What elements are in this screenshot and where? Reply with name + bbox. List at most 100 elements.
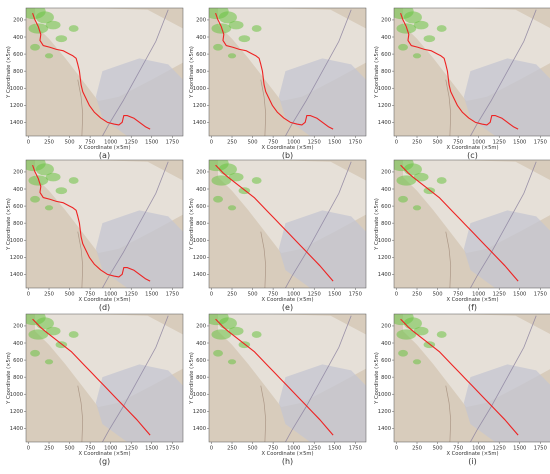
- x-tick-label: 250: [227, 140, 237, 146]
- x-tick-label: 500: [433, 140, 443, 146]
- y-tick-label: 800: [13, 375, 23, 381]
- x-tick-label: 1500: [145, 292, 158, 298]
- x-axis-label: X Coordinate (×5m): [261, 297, 313, 303]
- y-tick-label: 600: [196, 204, 206, 210]
- terrain-background: [26, 8, 183, 136]
- y-tick-label: 1400: [10, 120, 23, 126]
- axes-frame: [208, 7, 367, 137]
- x-tick-label: 500: [248, 140, 258, 146]
- x-tick-label: 1250: [308, 292, 321, 298]
- y-tick-label: 600: [13, 358, 23, 364]
- x-tick-label: 1750: [534, 140, 547, 146]
- x-tick-label: 500: [248, 446, 258, 452]
- y-tick-label: 1000: [193, 392, 206, 398]
- x-axis-label: X Coordinate (×5m): [446, 145, 498, 151]
- x-axis-label: X Coordinate (×5m): [446, 451, 498, 457]
- x-tick-label: 250: [227, 292, 237, 298]
- y-tick-label: 800: [13, 221, 23, 227]
- panel-caption: (d): [98, 303, 111, 312]
- y-tick-label: 1400: [378, 120, 391, 126]
- x-tick-label: 1000: [287, 140, 300, 146]
- map-panel-a: 0 250 500 750 1000 1250 1500 1750 200 400 600 800 10…: [6, 6, 187, 164]
- panel-caption: (c): [467, 151, 478, 160]
- x-tick-label: 0: [210, 140, 213, 146]
- y-tick-label: 1000: [378, 86, 391, 92]
- map-panel-g: 0 250 500 750 1000 1250 1500 1750 200 400 600 800 10…: [6, 312, 187, 470]
- x-tick-label: 0: [27, 446, 30, 452]
- panel-caption: (e): [281, 303, 294, 312]
- x-tick-label: 250: [412, 140, 422, 146]
- x-tick-label: 250: [412, 446, 422, 452]
- y-tick-label: 400: [381, 341, 391, 347]
- x-tick-label: 1500: [328, 446, 341, 452]
- y-tick-label: 1000: [378, 238, 391, 244]
- axes-frame: [208, 313, 367, 443]
- path-line: [215, 164, 334, 282]
- y-tick-label: 800: [381, 69, 391, 75]
- y-tick-label: 200: [196, 170, 206, 176]
- y-tick-label: 200: [381, 324, 391, 330]
- terrain-background: [394, 160, 550, 288]
- x-tick-label: 1750: [349, 140, 362, 146]
- panel-svg: 0 250 500 750 1000 1250 1500 1750 200 400 600 800 10…: [189, 7, 367, 151]
- x-tick-label: 0: [395, 292, 398, 298]
- y-tick-label: 200: [13, 170, 23, 176]
- panel-caption: (h): [281, 457, 294, 466]
- x-tick-label: 500: [248, 292, 258, 298]
- x-tick-label: 1250: [125, 292, 138, 298]
- x-axis-label: X Coordinate (×5m): [446, 297, 498, 303]
- y-axis-label: Y Coordinate (×5m): [6, 352, 12, 405]
- panel-caption: (i): [468, 457, 477, 466]
- panel-svg: 0 250 500 750 1000 1250 1500 1750 200 400 600 800 10…: [6, 159, 184, 303]
- y-tick-label: 800: [196, 69, 206, 75]
- y-tick-label: 1000: [10, 86, 23, 92]
- x-tick-label: 1750: [349, 292, 362, 298]
- x-tick-label: 1250: [125, 446, 138, 452]
- x-tick-label: 500: [433, 446, 443, 452]
- x-tick-label: 500: [433, 292, 443, 298]
- y-tick-label: 1400: [193, 120, 206, 126]
- x-tick-label: 1000: [472, 292, 485, 298]
- map-panel-e: 0 250 500 750 1000 1250 1500 1750 200 400 600 800 10…: [189, 158, 370, 316]
- x-tick-label: 0: [210, 292, 213, 298]
- map-panel-b: 0 250 500 750 1000 1250 1500 1750 200 400 600 800 10…: [189, 6, 370, 164]
- y-tick-label: 1400: [378, 426, 391, 432]
- terrain-background: [26, 160, 183, 288]
- terrain-background: [26, 314, 183, 442]
- y-tick-label: 1200: [193, 255, 206, 261]
- x-tick-label: 0: [27, 292, 30, 298]
- axes-frame: [25, 7, 184, 137]
- terrain-background: [394, 314, 550, 442]
- x-tick-label: 1500: [328, 292, 341, 298]
- path-line: [32, 12, 151, 130]
- x-tick-label: 0: [395, 140, 398, 146]
- y-axis-label: Y Coordinate (×5m): [374, 46, 380, 99]
- terrain-background: [209, 8, 366, 136]
- x-tick-label: 750: [85, 292, 95, 298]
- x-tick-label: 250: [44, 292, 54, 298]
- x-axis-label: X Coordinate (×5m): [78, 145, 130, 151]
- y-tick-label: 600: [13, 52, 23, 58]
- y-tick-label: 1000: [378, 392, 391, 398]
- y-tick-label: 1000: [193, 86, 206, 92]
- y-tick-label: 600: [196, 358, 206, 364]
- x-tick-label: 1500: [328, 140, 341, 146]
- x-tick-label: 1250: [308, 140, 321, 146]
- y-tick-label: 400: [196, 187, 206, 193]
- x-tick-label: 1250: [493, 446, 506, 452]
- x-tick-label: 1000: [104, 140, 117, 146]
- x-tick-label: 1500: [513, 292, 526, 298]
- x-tick-label: 750: [453, 292, 463, 298]
- path-line: [215, 318, 334, 436]
- y-tick-label: 800: [381, 375, 391, 381]
- y-tick-label: 1400: [10, 272, 23, 278]
- y-tick-label: 1200: [10, 103, 23, 109]
- x-axis-label: X Coordinate (×5m): [78, 297, 130, 303]
- x-tick-label: 750: [268, 446, 278, 452]
- y-tick-label: 600: [381, 358, 391, 364]
- x-tick-label: 1500: [145, 140, 158, 146]
- y-tick-label: 1200: [10, 255, 23, 261]
- x-tick-label: 750: [453, 140, 463, 146]
- x-tick-label: 1750: [166, 292, 179, 298]
